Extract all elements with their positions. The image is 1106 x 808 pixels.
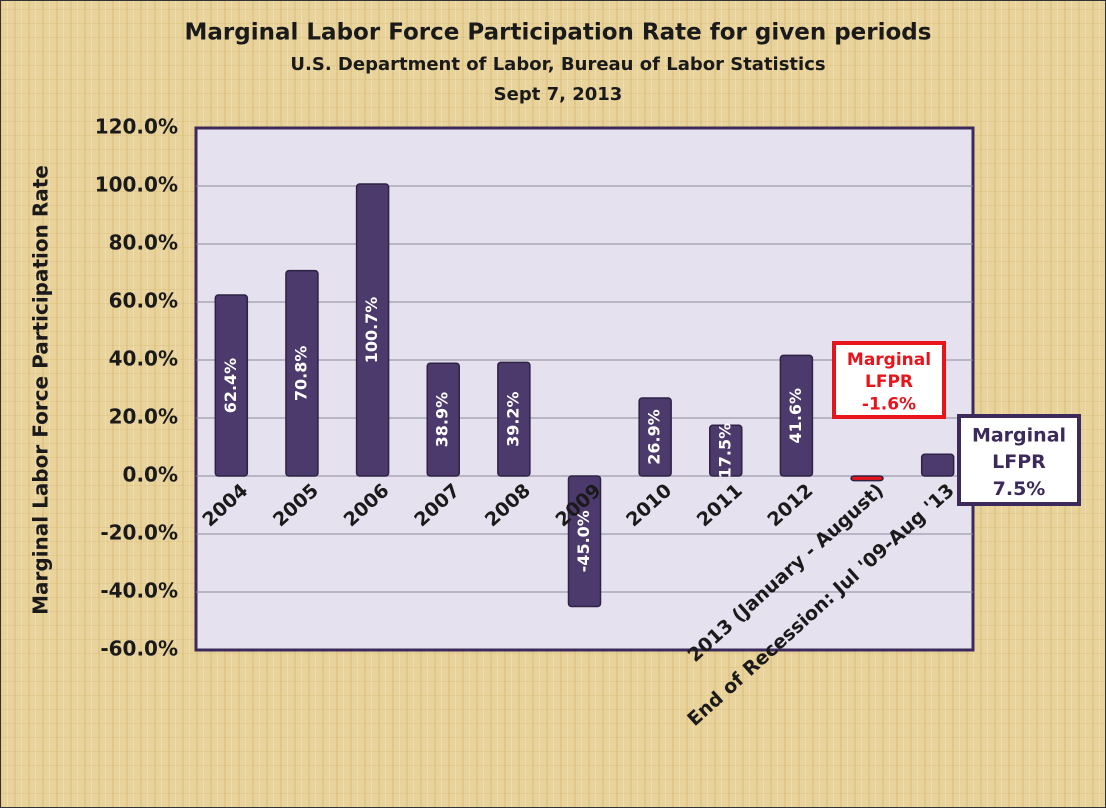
bar (426, 362, 460, 477)
bar (779, 354, 814, 477)
value-label: 100.7% (362, 297, 381, 364)
callout-text: Marginal (847, 350, 931, 370)
y-tick-label: -20.0% (100, 521, 178, 545)
value-label: 41.6% (786, 388, 805, 444)
y-tick-label: 0.0% (123, 463, 178, 487)
value-label: -45.0% (574, 510, 593, 572)
callout-text: LFPR (992, 451, 1046, 473)
chart-title: Marginal Labor Force Participation Rate … (185, 20, 932, 46)
bar (214, 294, 249, 477)
bar (497, 361, 531, 477)
bar (920, 453, 955, 477)
y-tick-label: 20.0% (109, 405, 178, 429)
value-label: 38.9% (433, 392, 452, 448)
bar (285, 269, 319, 477)
value-label: 70.8% (291, 346, 310, 402)
callout-box (832, 341, 946, 419)
value-label: 39.2% (503, 391, 522, 447)
value-label: 62.4% (221, 358, 240, 414)
y-tick-label: 120.0% (95, 115, 178, 139)
y-tick-label: 80.0% (109, 231, 178, 255)
bar (638, 397, 672, 477)
y-tick-label: 100.0% (95, 173, 178, 197)
callout-value: -1.6% (862, 395, 916, 415)
callout-box (957, 414, 1081, 506)
bar (709, 424, 743, 477)
callout-text: LFPR (865, 372, 913, 392)
value-label: 26.9% (645, 409, 664, 465)
callout-text: Marginal (972, 425, 1066, 447)
bar (850, 475, 884, 482)
chart-date: Sept 7, 2013 (494, 84, 623, 105)
y-tick-label: 40.0% (109, 347, 178, 371)
bar (355, 183, 390, 477)
y-tick-label: -40.0% (100, 579, 178, 603)
chart-subtitle: U.S. Department of Labor, Bureau of Labo… (290, 54, 825, 75)
y-axis-label: Marginal Labor Force Participation Rate (29, 165, 53, 615)
y-tick-label: -60.0% (100, 637, 178, 661)
y-tick-label: 60.0% (109, 289, 178, 313)
bar (567, 475, 602, 608)
callout-value: 7.5% (993, 478, 1046, 500)
value-label: 17.5% (715, 423, 734, 479)
